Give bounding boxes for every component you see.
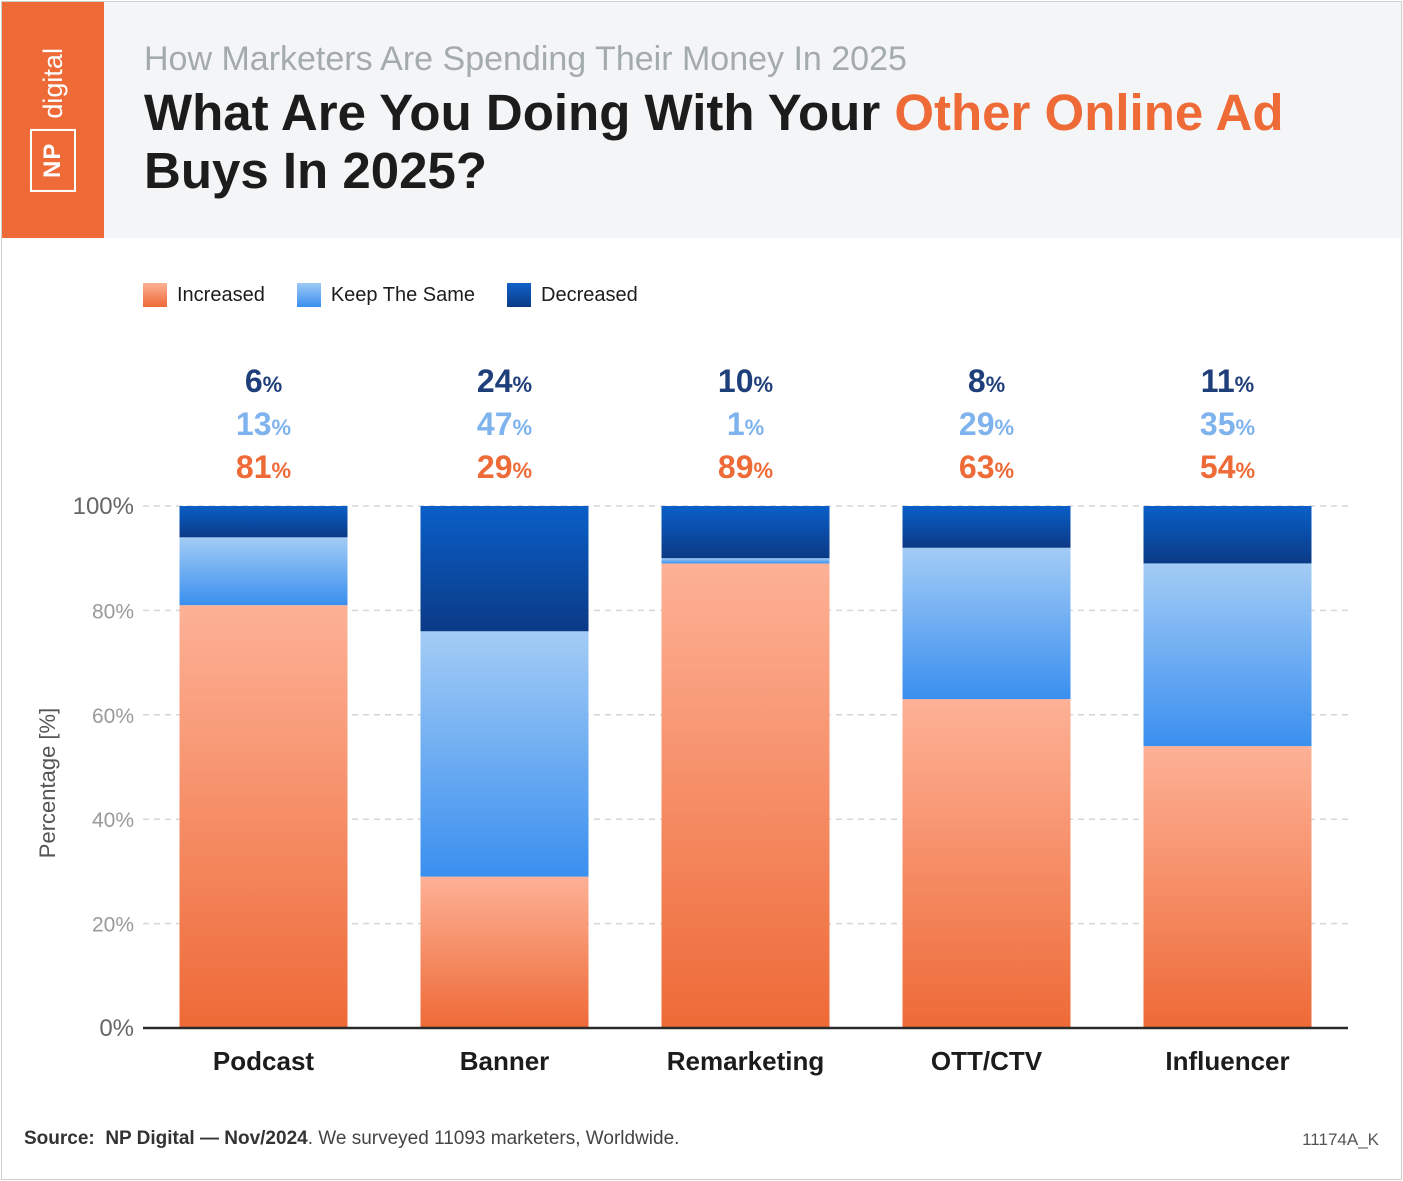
- header-band: [2, 2, 1401, 238]
- y-tick-label: 20%: [92, 914, 134, 937]
- bar-segment-keep-same: [1143, 563, 1312, 747]
- bar-segment-decreased: [661, 506, 830, 559]
- source-main: NP Digital — Nov/2024: [105, 1128, 308, 1149]
- bar-segment-keep-same: [179, 537, 348, 606]
- value-label-increased: 81%: [236, 449, 291, 485]
- x-category-label: Banner: [460, 1046, 550, 1076]
- legend-swatch-keep-same: [296, 283, 321, 307]
- legend-decreased: Decreased: [507, 283, 638, 307]
- value-label-decreased: 8%: [968, 363, 1005, 399]
- x-category-label: Influencer: [1165, 1046, 1289, 1076]
- bar-segment-increased: [179, 605, 348, 1028]
- chart-code: 11174A_K: [1302, 1130, 1379, 1149]
- value-label-decreased: 11%: [1201, 363, 1254, 399]
- bar-segment-decreased: [902, 506, 1071, 548]
- y-tick-label: 0%: [99, 1015, 134, 1042]
- y-tick-label: 80%: [92, 600, 134, 623]
- y-axis-label: Percentage [%]: [35, 708, 60, 858]
- bar-segment-keep-same: [661, 558, 830, 564]
- y-tick-label: 60%: [92, 705, 134, 728]
- bar-segment-increased: [1143, 746, 1312, 1028]
- x-category-label: OTT/CTV: [931, 1046, 1043, 1076]
- legend-label-increased: Increased: [177, 283, 265, 306]
- legend-label-keep-same: Keep The Same: [330, 283, 476, 306]
- bar-segment-keep-same: [902, 547, 1071, 700]
- source-rest: . We surveyed 11093 marketers, Worldwide…: [307, 1128, 680, 1149]
- chart-legend: Increased Keep The Same Decreased: [143, 283, 670, 307]
- legend-swatch-decreased: [507, 283, 532, 307]
- source-label: Source:: [24, 1128, 95, 1149]
- value-label-increased: 54%: [1200, 449, 1255, 485]
- bar-segment-decreased: [420, 506, 589, 632]
- legend-keep-same: Keep The Same: [296, 283, 476, 307]
- legend-swatch-increased: [143, 283, 167, 307]
- title-highlight: Other Online Ad: [894, 84, 1284, 141]
- x-category-label: Remarketing: [667, 1046, 825, 1076]
- value-label-keep-same: 13%: [236, 406, 291, 442]
- title-part-2: Buys In 2025?: [144, 142, 487, 199]
- y-tick-label: 40%: [92, 809, 134, 832]
- bar-segment-decreased: [179, 506, 348, 538]
- value-label-decreased: 6%: [245, 363, 282, 399]
- source-note: Source: NP Digital — Nov/2024. We survey…: [24, 1128, 679, 1150]
- value-label-keep-same: 1%: [727, 406, 764, 442]
- value-label-keep-same: 47%: [477, 406, 532, 442]
- value-label-increased: 29%: [477, 449, 532, 485]
- bar-segment-increased: [661, 563, 830, 1028]
- bar-segment-increased: [902, 699, 1071, 1028]
- y-tick-label: 100%: [73, 493, 134, 520]
- bar-segment-increased: [420, 876, 589, 1028]
- value-label-decreased: 10%: [718, 363, 773, 399]
- value-label-keep-same: 35%: [1200, 406, 1255, 442]
- chart-title: What Are You Doing With Your Other Onlin…: [144, 84, 1374, 200]
- bar-segment-decreased: [1143, 506, 1312, 564]
- bar-segment-keep-same: [420, 631, 589, 877]
- chart-subtitle: How Marketers Are Spending Their Money I…: [144, 40, 907, 78]
- value-label-decreased: 24%: [477, 363, 532, 399]
- value-label-increased: 63%: [959, 449, 1014, 485]
- legend-increased: Increased: [143, 283, 265, 307]
- value-label-keep-same: 29%: [959, 406, 1014, 442]
- x-category-label: Podcast: [213, 1046, 314, 1076]
- value-label-increased: 89%: [718, 449, 773, 485]
- brand-logo: NP digital: [2, 2, 104, 238]
- title-part-1: What Are You Doing With Your: [144, 84, 895, 141]
- legend-label-decreased: Decreased: [541, 283, 638, 306]
